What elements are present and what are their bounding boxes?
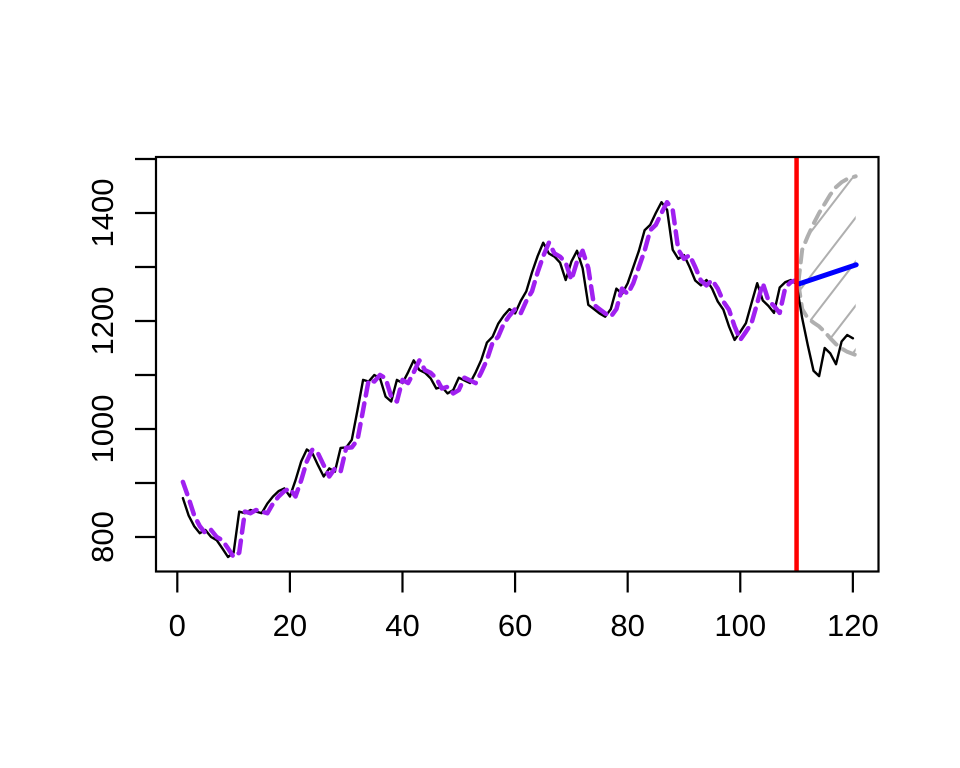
actual-series-line xyxy=(181,200,855,559)
x-axis-tick-label: 100 xyxy=(714,608,766,643)
y-axis: 800 1000 1200 1400 xyxy=(85,157,156,563)
prediction-interval-hatch xyxy=(780,4,885,355)
hatch-line xyxy=(798,176,856,273)
forecast-mean-line xyxy=(796,262,859,287)
hatch-line xyxy=(798,178,856,317)
hatch-line xyxy=(780,4,885,141)
prediction-interval-bounds xyxy=(796,174,858,357)
hatch-lines xyxy=(780,4,885,355)
x-axis-tick-label: 120 xyxy=(827,608,879,643)
x-axis: 0 20 40 60 80 100 120 xyxy=(169,571,879,643)
forecast-lower-bound-line xyxy=(796,281,858,357)
y-axis-tick-label: 1400 xyxy=(85,179,120,248)
x-axis-tick-label: 40 xyxy=(385,608,419,643)
plot-frame xyxy=(154,155,880,573)
hatch-line xyxy=(798,222,856,355)
x-axis-tick-label: 60 xyxy=(498,608,532,643)
forecast-upper-bound-line xyxy=(796,174,858,286)
series-lines xyxy=(180,199,859,560)
x-axis-tick-label: 0 xyxy=(169,608,186,643)
y-axis-tick-label: 800 xyxy=(85,511,120,563)
y-axis-tick-label: 1200 xyxy=(85,287,120,356)
fitted-series-line xyxy=(180,199,799,560)
hatch-line xyxy=(798,266,856,355)
x-axis-tick-label: 20 xyxy=(273,608,307,643)
x-axis-tick-label: 80 xyxy=(610,608,644,643)
plot-box xyxy=(154,155,880,573)
y-axis-tick-label: 1000 xyxy=(85,395,120,464)
